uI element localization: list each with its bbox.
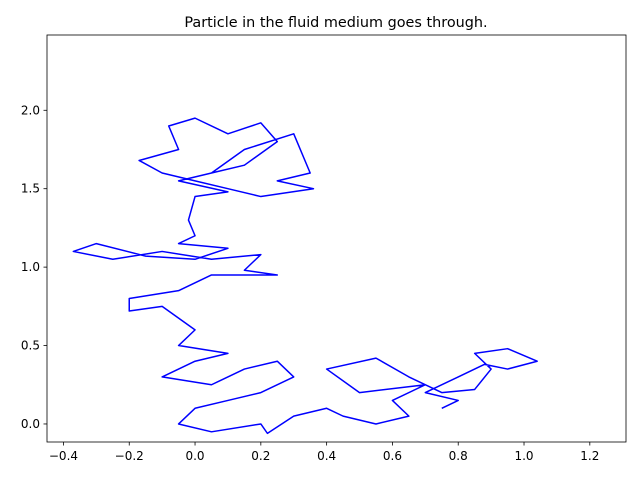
x-tick-label: 0.4 xyxy=(317,449,336,463)
x-tick-label: 0.2 xyxy=(251,449,270,463)
x-tick-label: −0.2 xyxy=(115,449,144,463)
y-tick-label: 1.0 xyxy=(21,260,40,274)
x-tick-label: −0.4 xyxy=(49,449,78,463)
y-tick-label: 1.5 xyxy=(21,182,40,196)
y-tick-label: 0.5 xyxy=(21,339,40,353)
x-tick-label: 1.2 xyxy=(580,449,599,463)
data-line xyxy=(72,117,538,435)
x-tick-label: 0.8 xyxy=(449,449,468,463)
x-tick-label: 1.0 xyxy=(514,449,533,463)
y-tick-label: 0.0 xyxy=(21,417,40,431)
axes-frame xyxy=(46,34,627,443)
y-tick-label: 2.0 xyxy=(21,103,40,117)
x-tick-label: 0.6 xyxy=(383,449,402,463)
x-tick-label: 0.0 xyxy=(185,449,204,463)
chart-title: Particle in the fluid medium goes throug… xyxy=(184,15,487,31)
